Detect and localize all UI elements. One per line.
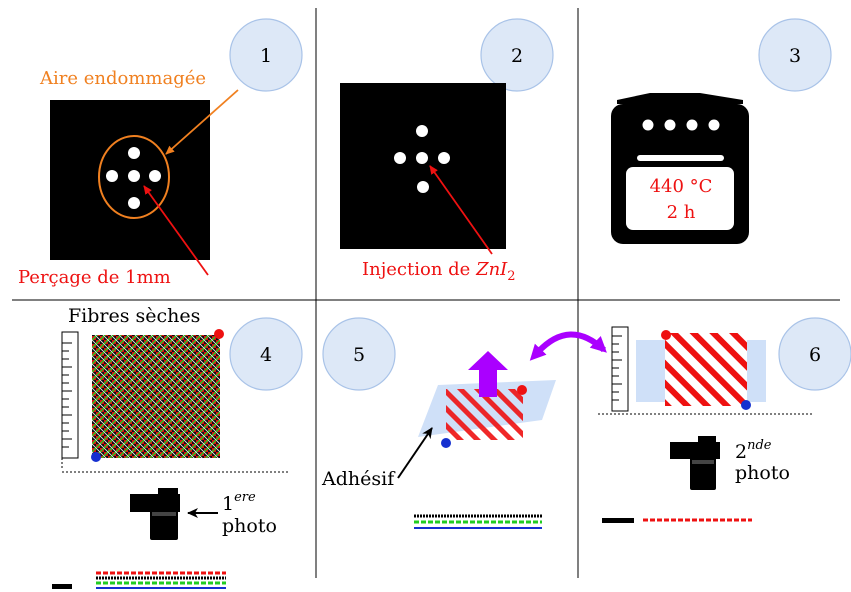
step-number: 3 (789, 45, 801, 67)
marker-blue (441, 438, 451, 448)
orange-arrow (165, 89, 239, 155)
damaged-area-label: Aire endommagée (39, 68, 206, 89)
ruler-icon (611, 326, 629, 412)
panel-1-drilling: Aire endommagée Perçage de 1mm (18, 68, 239, 288)
step-number: 1 (260, 45, 272, 67)
step-badge-5: 5 (322, 317, 396, 391)
ruler-icon (61, 331, 79, 470)
drilling-label: Perçage de 1mm (18, 267, 171, 288)
step-badge-2: 2 (480, 18, 554, 92)
step-number: 6 (809, 344, 821, 366)
panel-6-second-photo: 2nde photo (598, 326, 812, 523)
dry-fibre-mat (92, 335, 220, 458)
marker-red (214, 329, 224, 339)
step-number: 2 (511, 45, 523, 67)
hatched-sample (446, 389, 523, 440)
oven-temperature: 440 °C (650, 176, 713, 197)
transfer-arrow (529, 331, 607, 361)
oven-icon (611, 93, 749, 244)
camera-icon (130, 488, 180, 540)
panel-grid (12, 8, 840, 578)
step-badges: 1 2 3 4 5 6 (229, 18, 851, 391)
red-arrow (429, 165, 493, 255)
panel-5-adhesive: Adhésif (321, 331, 607, 529)
red-arrow (143, 185, 209, 276)
marker-blue (741, 400, 751, 410)
step-badge-3: 3 (758, 18, 832, 92)
marker-blue (91, 452, 101, 462)
photo1-word: photo (222, 515, 277, 537)
marker-red (517, 385, 527, 395)
step-number: 4 (260, 344, 272, 366)
injection-label: Injection de ZnI2 (362, 259, 516, 284)
camera-icon (670, 436, 720, 490)
adhesive-label: Adhésif (321, 468, 396, 490)
dry-fibres-label: Fibres sèches (68, 305, 200, 327)
layer-stack (414, 514, 542, 529)
step-badge-4: 4 (229, 317, 303, 391)
step-badge-6: 6 (778, 317, 851, 391)
panel-3-oven: 440 °C 2 h (611, 93, 749, 244)
marker-red (661, 330, 671, 340)
panel-4-first-photo: Fibres sèches 1ere photo (52, 305, 288, 589)
photo2-index: 2nde (735, 438, 772, 463)
injected-holes (394, 125, 450, 193)
arrow-to-adhesive (397, 427, 433, 479)
step-badge-1: 1 (229, 18, 303, 92)
lift-arrow (468, 351, 508, 397)
specimen-black (340, 83, 506, 249)
step-number: 5 (353, 344, 365, 366)
oven-duration: 2 h (667, 202, 696, 223)
layer-stack (602, 518, 752, 523)
damaged-area-outline (98, 135, 170, 219)
photo1-index: 1ere (222, 490, 256, 515)
hatched-sample (665, 333, 747, 406)
layer-stack (52, 571, 226, 589)
panel-2-injection: Injection de ZnI2 (340, 83, 516, 284)
drill-holes (106, 147, 161, 209)
photo2-word: photo (735, 462, 790, 484)
